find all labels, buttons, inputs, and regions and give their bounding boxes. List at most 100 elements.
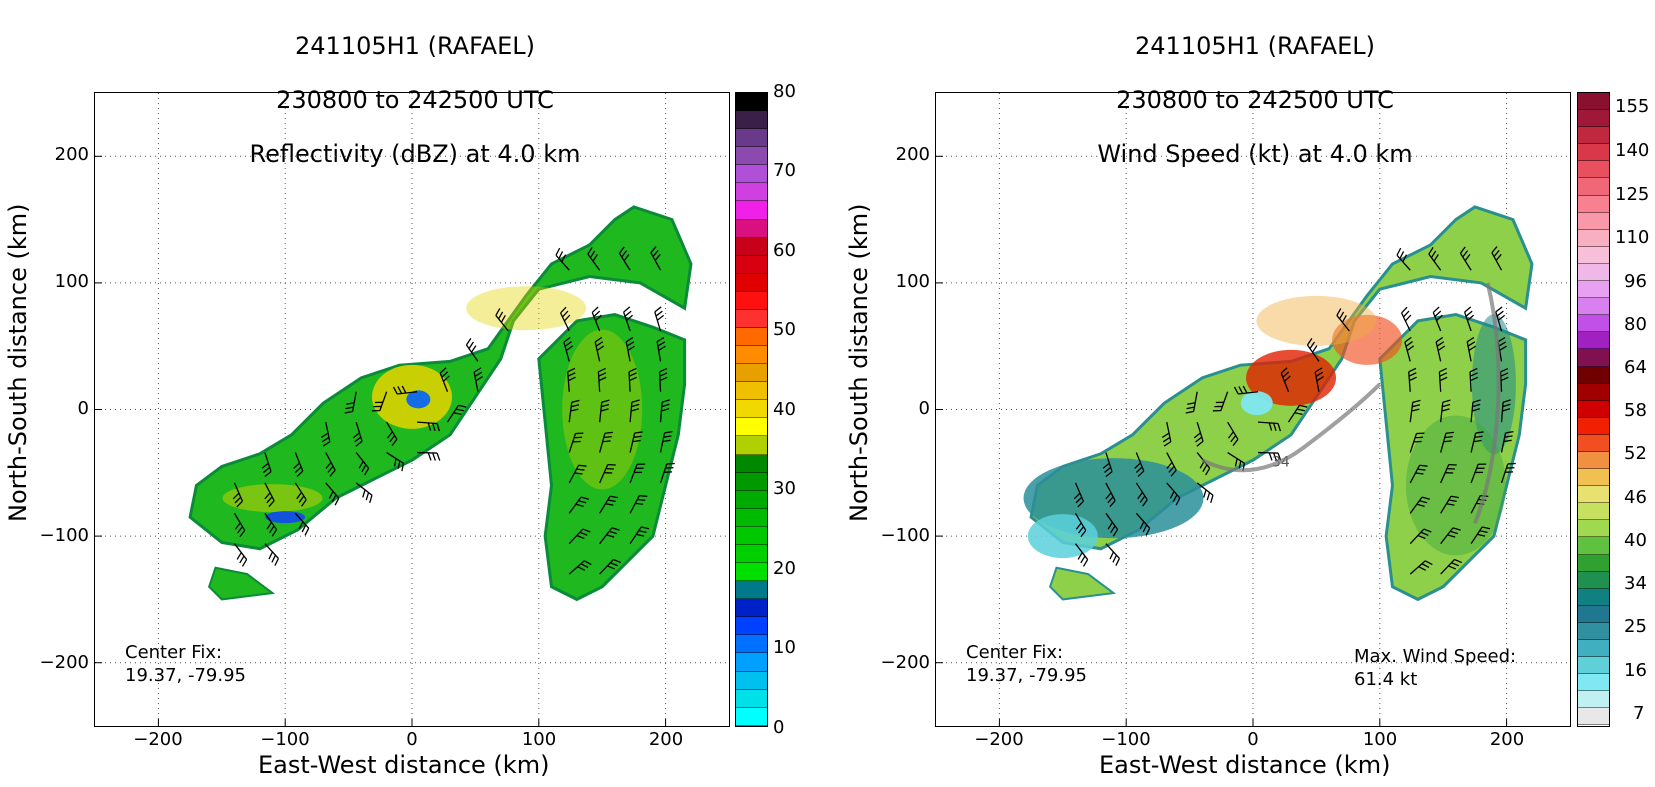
- wind-barb: [351, 391, 357, 412]
- wind-barb: [355, 482, 373, 496]
- wind-barb-flag: [393, 458, 397, 467]
- contour-34kt: [1201, 382, 1382, 473]
- wind-barb: [439, 372, 449, 393]
- wind-barb: [625, 341, 631, 362]
- wind-barb: [1105, 452, 1113, 472]
- y-tick: −100: [880, 525, 930, 546]
- y-tick: −200: [39, 652, 89, 673]
- colorbar-segment: [736, 346, 767, 365]
- wind-barb-flag: [465, 338, 472, 346]
- wind-barb-flag: [1227, 431, 1234, 439]
- wind-barb: [1074, 482, 1085, 502]
- wind-barb-flag: [661, 399, 670, 403]
- wind-barb-flag: [1409, 376, 1417, 382]
- wind-barb-flag: [596, 345, 605, 352]
- contour-34kt: [1473, 282, 1501, 525]
- wind-barb-flag: [1421, 496, 1430, 500]
- colorbar-segment: [736, 653, 767, 672]
- wind-barb-flag: [567, 367, 576, 373]
- wind-barb-flag: [598, 372, 607, 377]
- wind-barb-flag: [1450, 495, 1460, 499]
- y-axis-label: North-South distance (km): [845, 203, 873, 523]
- colorbar-segment: [1578, 451, 1609, 470]
- wind-barb-flag: [1107, 522, 1113, 530]
- wind-barb-flag: [1268, 422, 1273, 431]
- wind-barb-flag: [621, 250, 628, 258]
- colorbar-segment: [1578, 161, 1609, 179]
- wind-barb-flag: [1439, 367, 1447, 373]
- wind-barb-flag: [271, 529, 278, 537]
- wind-barb-flag: [1415, 472, 1424, 475]
- wind-barb: [1428, 253, 1442, 271]
- colorbar-tick: 140: [1615, 140, 1650, 161]
- wind-barb: [1074, 512, 1087, 531]
- y-tick: 0: [918, 398, 930, 419]
- wind-barb-flag: [1195, 436, 1203, 443]
- colorbar-segment: [736, 436, 767, 455]
- wind-barb-flag: [1434, 310, 1442, 317]
- wind-barb: [629, 432, 636, 453]
- wind-barb-flag: [1445, 431, 1454, 434]
- wind-barb-flag: [1502, 399, 1511, 403]
- wind-barb-flag: [1448, 499, 1457, 503]
- wind-barb-flag: [1432, 306, 1440, 313]
- wind-barb: [1409, 464, 1421, 484]
- colorbar-tick: 60: [773, 240, 796, 261]
- wind-barb-flag: [1077, 500, 1084, 508]
- center-fix-annotation: Center Fix: 19.37, -79.95: [125, 642, 246, 686]
- wind-barb-flag: [355, 440, 363, 447]
- colorbar-segment: [736, 635, 767, 654]
- wind-barb-flag: [1412, 399, 1421, 403]
- wind-barb-flag: [652, 250, 659, 257]
- wind-barb-flag: [304, 527, 310, 536]
- wind-barb-flag: [1273, 452, 1277, 461]
- wind-barb: [1470, 402, 1474, 423]
- wind-barb-flag: [264, 492, 271, 500]
- wind-barb-flag: [568, 376, 576, 382]
- wind-barb-flag: [623, 253, 630, 262]
- wind-barb: [1470, 432, 1477, 453]
- wind-barb-flag: [633, 435, 642, 438]
- intensity-band: [562, 329, 643, 490]
- wind-barb-flag: [271, 554, 277, 563]
- colorbar-segment: [1578, 486, 1609, 504]
- wind-barb-flag: [389, 435, 396, 443]
- x-tick: 200: [648, 729, 684, 750]
- title-line-2: 230800 to 242500 UTC: [1116, 86, 1394, 114]
- wind-barb-flag: [397, 386, 403, 394]
- wind-barb: [294, 452, 304, 472]
- wind-barb: [264, 482, 275, 501]
- wind-barb-flag: [361, 464, 367, 472]
- wind-barb-flag: [578, 464, 587, 467]
- wind-barb-flag: [1135, 466, 1143, 473]
- wind-barb-flag: [468, 341, 474, 349]
- wind-barb: [1105, 543, 1120, 559]
- wind-barb-flag: [1467, 341, 1476, 347]
- wind-barb-flag: [576, 534, 585, 540]
- colorbar-segment: [1578, 657, 1609, 675]
- wind-barb-flag: [264, 471, 272, 478]
- wind-barb-flag: [1436, 341, 1445, 347]
- wind-barb-flag: [630, 408, 639, 412]
- wind-barb-flag: [1115, 558, 1121, 566]
- wind-barb: [656, 341, 662, 362]
- wind-barb-flag: [589, 250, 596, 259]
- wind-barb: [1401, 312, 1411, 332]
- wind-speed-title: 241105H1 (RAFAEL) 230800 to 242500 UTC W…: [935, 6, 1575, 195]
- intensity-band: [1240, 391, 1273, 416]
- wind-barb-flag: [604, 431, 613, 434]
- wind-barb: [1470, 526, 1483, 545]
- y-axis-label: North-South distance (km): [4, 203, 32, 523]
- colorbar-segment: [1578, 537, 1609, 555]
- wind-barb-flag: [641, 526, 650, 530]
- wind-barb: [568, 464, 580, 484]
- wind-barb-flag: [1473, 439, 1482, 443]
- wind-barb-flag: [1233, 386, 1239, 395]
- wind-barb: [1499, 371, 1503, 392]
- wind-barb-flag: [1230, 435, 1237, 443]
- wind-barb-flag: [1105, 471, 1113, 478]
- wind-barb-flag: [564, 341, 572, 347]
- colorbar-segment: [736, 183, 767, 202]
- wind-barb-flag: [623, 306, 631, 313]
- wind-barb: [555, 254, 570, 271]
